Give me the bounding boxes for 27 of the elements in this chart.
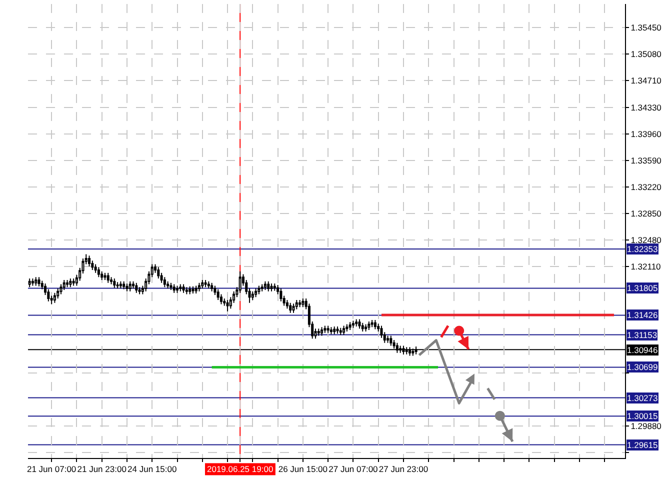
ref-line-label: 1.31426 [627,310,658,320]
ref-line-label: 1.29615 [627,440,658,450]
x-tick-label: 27 Jun 23:00 [378,464,428,474]
ref-line-label: 1.30699 [627,362,658,372]
y-tick-label: 1.33220 [630,182,662,192]
x-tick-label: 21 Jun 07:00 [26,464,76,474]
ref-line-label: 1.30273 [627,393,658,403]
ref-line-label: 1.31805 [627,283,658,293]
ref-line-label: 1.32353 [627,244,658,254]
y-tick-label: 1.35450 [630,22,662,33]
y-tick-label: 1.33590 [630,156,662,166]
x-tick-label: 26 Jun 15:00 [278,464,328,474]
ref-line-label: 1.31153 [627,330,658,340]
y-tick-label: 1.32850 [630,208,662,218]
y-tick-label: 1.34710 [630,75,662,86]
x-tick-label: 2019.06.25 19:00 [206,464,274,474]
y-tick-label: 1.29880 [630,420,662,431]
y-tick-label: 1.34330 [630,102,662,113]
x-tick-label: 24 Jun 15:00 [128,464,177,474]
ref-line-label: 1.30946 [627,345,658,355]
y-tick-label: 1.33960 [630,129,662,140]
x-tick-label: 21 Jun 23:00 [77,464,127,474]
ref-line-label: 1.30015 [627,411,658,421]
y-tick-label: 1.35080 [630,49,662,60]
y-tick-label: 1.32480 [630,234,662,245]
x-tick-label: 27 Jun 07:00 [328,464,378,474]
y-tick-label: 1.32110 [630,261,662,272]
